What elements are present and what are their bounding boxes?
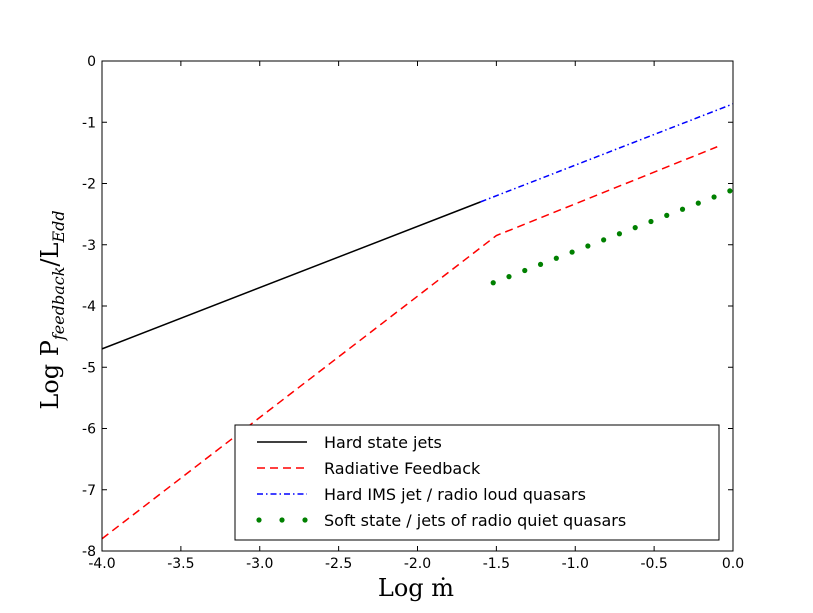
x-tick-label-1: -3.5 bbox=[167, 556, 194, 572]
x-tick-label-8: 0.0 bbox=[722, 556, 744, 572]
series-3-point-2 bbox=[522, 267, 528, 274]
series-0-line bbox=[101, 201, 481, 350]
y-tick-label-4: -4 bbox=[82, 299, 96, 315]
legend-label-2: Hard IMS jet / radio loud quasars bbox=[324, 485, 586, 504]
series-3-point-5 bbox=[569, 249, 575, 255]
y-tick-label-5: -5 bbox=[82, 360, 96, 376]
series-3-point-9 bbox=[632, 225, 638, 231]
x-tick-label-5: -1.5 bbox=[483, 556, 510, 572]
y-tick-label-6: -6 bbox=[82, 422, 96, 438]
legend-label-0: Hard state jets bbox=[324, 433, 442, 452]
series-3-point-0 bbox=[490, 280, 496, 286]
x-tick-label-6: -1.0 bbox=[562, 556, 589, 572]
series-3-point-7 bbox=[601, 237, 607, 243]
series-3-point-1 bbox=[506, 274, 512, 280]
legend-handle-3-dot-0 bbox=[256, 517, 262, 523]
x-axis-ticks: -4.0 -3.5 -3.0 -2.5 -2.0 -1.5 -1.0 -0.5 0.0 bbox=[88, 61, 744, 572]
series-3-point-15 bbox=[727, 188, 733, 194]
series-3-point-6 bbox=[585, 243, 591, 249]
y-tick-label-8: -8 bbox=[82, 544, 96, 560]
x-tick-label-2: -3.0 bbox=[246, 556, 273, 572]
x-tick-label-4: -2.0 bbox=[404, 556, 431, 572]
y-tick-label-3: -3 bbox=[82, 238, 96, 254]
y-tick-label-0: 0 bbox=[87, 54, 96, 70]
legend-label-1: Radiative Feedback bbox=[324, 459, 481, 478]
x-tick-label-7: -0.5 bbox=[640, 556, 667, 572]
legend-handle-3-dot-2 bbox=[302, 517, 308, 523]
y-tick-label-7: -7 bbox=[82, 483, 96, 499]
y-axis-label-sub1: feedback bbox=[49, 267, 68, 342]
series-2-line bbox=[480, 103, 734, 203]
legend-handle-3-dot-1 bbox=[279, 517, 285, 523]
series-3-point-13 bbox=[695, 200, 701, 206]
svg-text:Log Pfeedback/LEdd: Log Pfeedback/LEdd bbox=[36, 210, 68, 409]
series-3-point-10 bbox=[648, 218, 654, 225]
x-axis-label: Log ṁ bbox=[378, 574, 454, 602]
x-tick-label-3: -2.5 bbox=[325, 556, 352, 572]
y-axis-label-mid: /L bbox=[36, 242, 64, 266]
y-tick-label-1: -1 bbox=[82, 115, 96, 131]
y-axis-ticks: 0 -1 -2 -3 -4 -5 -6 -7 -8 bbox=[82, 54, 733, 560]
legend-label-3: Soft state / jets of radio quiet quasars bbox=[324, 511, 626, 530]
y-axis-label-main: Log P bbox=[36, 340, 64, 410]
series-3-point-4 bbox=[553, 255, 559, 261]
legend-box bbox=[234, 424, 720, 541]
y-tick-label-2: -2 bbox=[82, 177, 96, 193]
series-3-point-3 bbox=[537, 261, 544, 267]
series-3-point-11 bbox=[664, 212, 670, 218]
y-axis-label-sub2: Edd bbox=[49, 210, 68, 243]
y-axis-label: Log Pfeedback/LEdd bbox=[36, 210, 68, 409]
series-3-point-12 bbox=[679, 206, 686, 212]
legend: Hard state jets Radiative Feedback Hard IM… bbox=[234, 424, 720, 541]
x-tick-label-0: -4.0 bbox=[88, 556, 115, 572]
series-3-point-8 bbox=[616, 231, 623, 237]
series-3-point-14 bbox=[711, 194, 717, 200]
series-1-line bbox=[101, 146, 718, 540]
